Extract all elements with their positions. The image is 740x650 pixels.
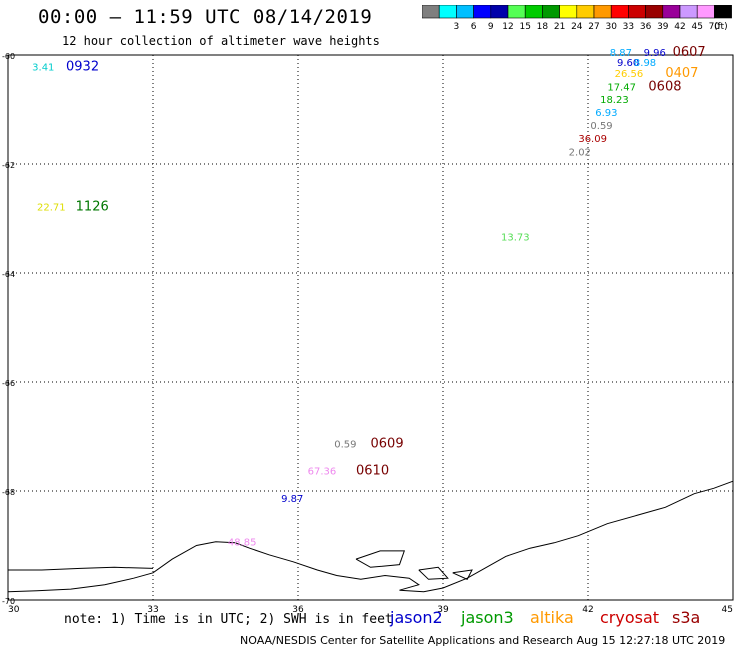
lat-tick-label: -60	[2, 52, 15, 61]
coastline-west	[8, 566, 154, 571]
legend-tick-label: 18	[537, 22, 549, 32]
lat-tick-label: -66	[2, 379, 15, 388]
mission-label: jason2	[390, 608, 443, 627]
legend-tick-label: 15	[519, 22, 530, 32]
wave-height-label: 13.73	[501, 232, 530, 243]
coastline	[7, 480, 734, 593]
wave-height-label: 67.36	[308, 467, 337, 478]
wave-height-label: 9.87	[281, 494, 303, 505]
wave-height-label: 6.93	[595, 108, 617, 119]
footer-credit: NOAA/NESDIS Center for Satellite Applica…	[240, 634, 726, 647]
page-title: 00:00 – 11:59 UTC 08/14/2019	[38, 6, 373, 28]
legend-tick-label: 3	[454, 22, 460, 32]
lon-tick-label: 33	[147, 605, 158, 615]
lat-tick-label: -68	[2, 488, 15, 497]
legend-tick-label: 12	[502, 22, 513, 32]
legend-tick-label: 45	[691, 22, 702, 32]
lon-tick-label: 30	[8, 605, 20, 615]
legend-tick-label: 27	[588, 22, 599, 32]
time-label: 0609	[371, 436, 404, 451]
wave-height-label: 8.98	[634, 58, 656, 69]
wave-height-label: 17.47	[607, 82, 636, 93]
legend-tick-label: 70	[709, 22, 721, 32]
footer-note: note: 1) Time is in UTC; 2) SWH is in fe…	[64, 612, 393, 627]
lon-tick-label: 36	[292, 605, 304, 615]
lat-tick-label: -64	[2, 270, 15, 279]
legend-tick-label: 21	[554, 22, 565, 32]
time-label: 0932	[66, 59, 99, 74]
wave-height-label: 26.56	[615, 69, 644, 80]
island-outline	[355, 550, 406, 568]
wave-height-label: 36.09	[578, 134, 607, 145]
legend-tick-label: 39	[657, 22, 669, 32]
map-panel: 30 33 36 39 42 45 -60 -62 -64 -66 -68 -70 3.41 0932 22…	[2, 45, 734, 615]
legend-tick-label: 33	[623, 22, 634, 32]
legend-tick-label: 36	[640, 22, 652, 32]
color-legend: 3 6 9 12 15 18 21 24 27 30 33 36 39 42 45 70(ft)	[422, 5, 732, 32]
lat-tick-label: -70	[2, 597, 15, 606]
legend-tick-label: 9	[488, 22, 494, 32]
mission-label: cryosat	[600, 608, 660, 627]
wave-height-label: 0.59	[590, 121, 612, 132]
legend-tick-label: 42	[674, 22, 685, 32]
island-outline	[418, 566, 449, 580]
time-label: 0407	[665, 66, 698, 81]
time-label: 1126	[76, 199, 109, 214]
legend-tick-label: 24	[571, 22, 583, 32]
legend-swatch	[714, 5, 732, 19]
wave-height-label: 22.71	[37, 202, 66, 213]
lon-tick-label: 42	[582, 605, 593, 615]
wave-height-label: 0.59	[334, 439, 356, 450]
mission-label: jason3	[461, 608, 514, 627]
wave-height-label: 8.87	[610, 48, 632, 59]
page-subtitle: 12 hour collection of altimeter wave hei…	[62, 34, 380, 48]
lon-tick-label: 45	[722, 605, 733, 615]
time-label: 0607	[673, 45, 706, 60]
mission-label: altika	[530, 608, 574, 627]
wave-height-label: 9.96	[644, 48, 666, 59]
wave-height-label: 18.23	[600, 95, 629, 106]
time-label: 0608	[648, 79, 681, 94]
wave-height-label: 48.85	[228, 538, 257, 549]
wave-height-label: 9.60	[617, 58, 639, 69]
wave-height-label: 3.41	[32, 62, 54, 73]
time-label: 0610	[356, 464, 389, 479]
mission-label: s3a	[672, 608, 701, 627]
wave-height-label: 2.02	[569, 147, 591, 158]
lon-tick-label: 39	[437, 605, 449, 615]
legend-tick-label: 6	[471, 22, 477, 32]
legend-unit: (ft)	[714, 22, 728, 32]
legend-tick-label: 30	[605, 22, 617, 32]
island-outline	[452, 569, 473, 580]
lat-tick-label: -62	[2, 161, 15, 170]
map-frame	[7, 54, 734, 601]
